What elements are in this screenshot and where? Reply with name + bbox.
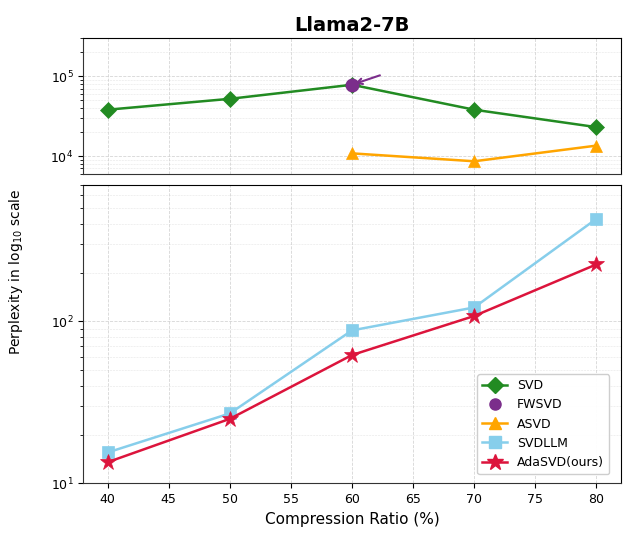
Title: Llama2-7B: Llama2-7B: [294, 16, 410, 35]
Legend: SVD, FWSVD, ASVD, SVDLLM, AdaSVD(ours): SVD, FWSVD, ASVD, SVDLLM, AdaSVD(ours): [477, 374, 609, 474]
X-axis label: Compression Ratio (%): Compression Ratio (%): [264, 512, 440, 527]
Text: Perplexity in log$_{10}$ scale: Perplexity in log$_{10}$ scale: [7, 188, 25, 355]
